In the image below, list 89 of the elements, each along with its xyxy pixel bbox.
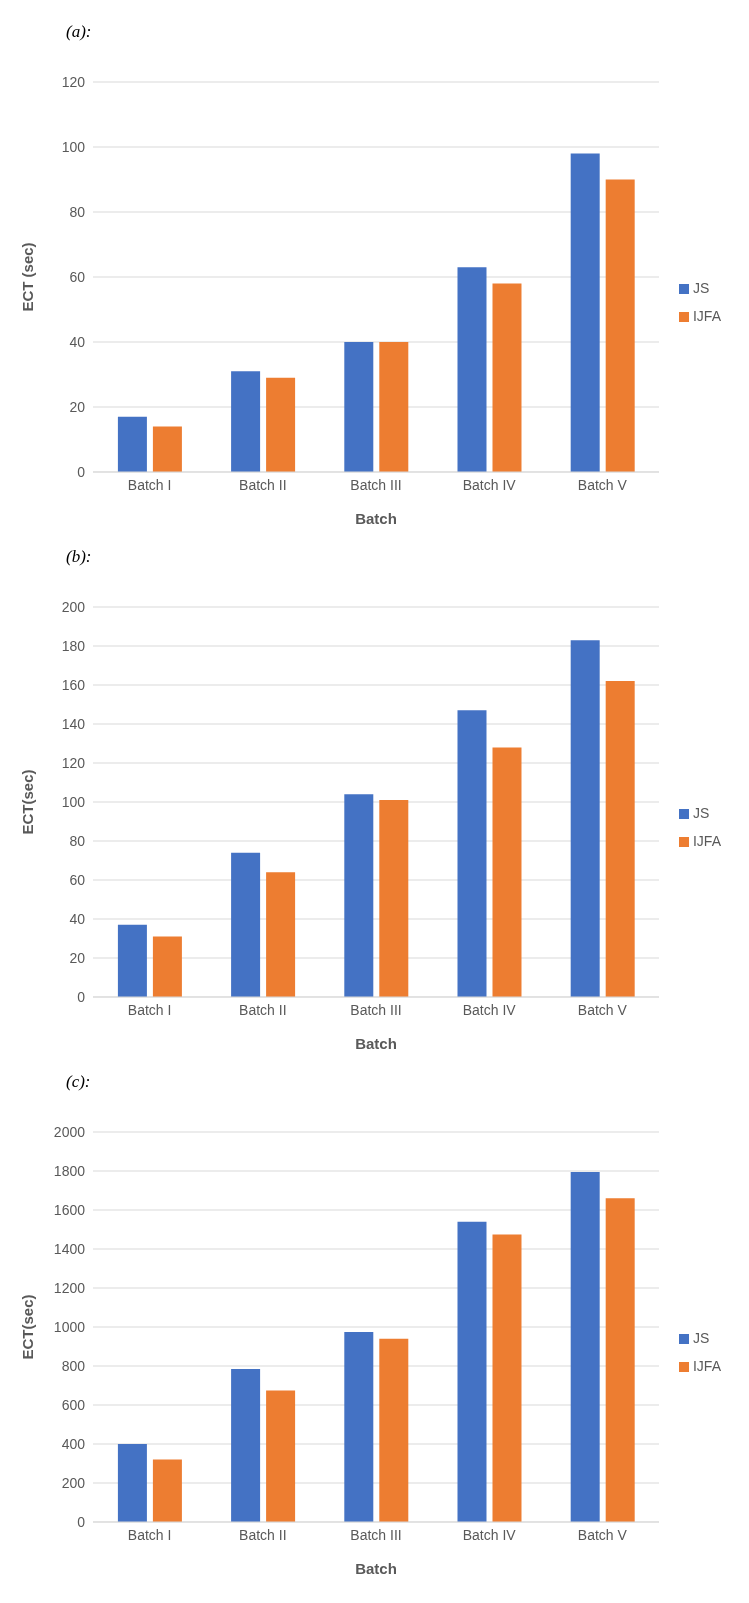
bar (344, 794, 374, 997)
bar (117, 416, 147, 472)
y-tick-label: 0 (77, 988, 86, 1005)
y-tick-label: 60 (69, 268, 86, 285)
legend-label: IJFA (692, 833, 721, 849)
x-tick-label: Batch IV (462, 1001, 517, 1018)
y-tick-label: 100 (61, 138, 86, 155)
bar (231, 852, 261, 997)
y-tick-label: 120 (61, 73, 86, 90)
y-tick-label: 1800 (53, 1162, 86, 1179)
y-tick-label: 0 (77, 463, 86, 480)
chart-title: (b): (65, 546, 93, 568)
bar (570, 1171, 600, 1522)
x-tick-label: Batch II (239, 476, 287, 493)
legend-label: JS (692, 280, 710, 296)
bar (231, 371, 261, 472)
y-tick-label: 1200 (53, 1279, 86, 1296)
bar (152, 426, 182, 472)
x-tick-label: Batch I (127, 476, 172, 493)
bar (379, 1338, 409, 1522)
legend-label: JS (692, 1330, 710, 1346)
y-tick-label: 1600 (53, 1201, 86, 1218)
y-tick-label: 20 (69, 398, 86, 415)
y-tick-label: 140 (61, 715, 86, 732)
x-tick-label: Batch III (350, 1526, 402, 1543)
bar (152, 1459, 182, 1522)
x-tick-label: Batch V (577, 1001, 628, 1018)
x-tick-label: Batch I (127, 1001, 172, 1018)
bar (492, 283, 522, 472)
y-tick-label: 180 (61, 637, 86, 654)
y-tick-label: 20 (69, 949, 86, 966)
y-tick-label: 2000 (53, 1123, 86, 1140)
bar (605, 179, 635, 472)
x-tick-label: Batch I (127, 1526, 172, 1543)
y-tick-label: 160 (61, 676, 86, 693)
y-tick-label: 800 (61, 1357, 86, 1374)
bar (492, 1234, 522, 1522)
x-tick-label: Batch IV (462, 476, 517, 493)
x-tick-label: Batch V (577, 476, 628, 493)
y-tick-label: 400 (61, 1435, 86, 1452)
y-axis-title: ECT(sec) (19, 769, 37, 835)
y-axis-title: ECT (sec) (19, 242, 37, 312)
chart-title: (c): (65, 1071, 92, 1093)
y-tick-label: 60 (69, 871, 86, 888)
bar (379, 800, 409, 997)
y-axis-title: ECT(sec) (19, 1294, 37, 1360)
x-tick-label: Batch IV (462, 1526, 517, 1543)
y-tick-label: 40 (69, 333, 86, 350)
x-tick-label: Batch II (239, 1526, 287, 1543)
bar (570, 640, 600, 997)
y-tick-label: 0 (77, 1513, 86, 1530)
legend-label: IJFA (692, 1358, 721, 1374)
bar (266, 377, 296, 472)
bar (570, 153, 600, 472)
x-axis-title: Batch (355, 1035, 397, 1052)
y-tick-label: 600 (61, 1396, 86, 1413)
bar (605, 681, 635, 997)
bar (457, 1221, 487, 1522)
y-tick-label: 80 (69, 203, 86, 220)
x-tick-label: Batch II (239, 1001, 287, 1018)
y-tick-label: 200 (61, 598, 86, 615)
x-axis-title: Batch (355, 510, 397, 527)
bar (379, 342, 409, 472)
bar (117, 924, 147, 997)
x-axis-title: Batch (355, 1560, 397, 1577)
bar (344, 1331, 374, 1522)
bar (457, 267, 487, 472)
legend-label: JS (692, 805, 710, 821)
bar (266, 872, 296, 997)
bar (231, 1368, 261, 1522)
bar (152, 936, 182, 997)
bar (266, 1390, 296, 1522)
x-tick-label: Batch V (577, 1526, 628, 1543)
y-tick-label: 120 (61, 754, 86, 771)
bar (492, 747, 522, 997)
x-tick-label: Batch III (350, 476, 402, 493)
y-tick-label: 200 (61, 1474, 86, 1491)
y-tick-label: 40 (69, 910, 86, 927)
x-tick-label: Batch III (350, 1001, 402, 1018)
bar (605, 1198, 635, 1522)
y-tick-label: 100 (61, 793, 86, 810)
bar (117, 1444, 147, 1522)
bar (344, 342, 374, 472)
y-tick-label: 80 (69, 832, 86, 849)
y-tick-label: 1000 (53, 1318, 86, 1335)
chart-title: (a): (65, 21, 93, 43)
y-tick-label: 1400 (53, 1240, 86, 1257)
legend-label: IJFA (692, 308, 721, 324)
bar (457, 710, 487, 997)
